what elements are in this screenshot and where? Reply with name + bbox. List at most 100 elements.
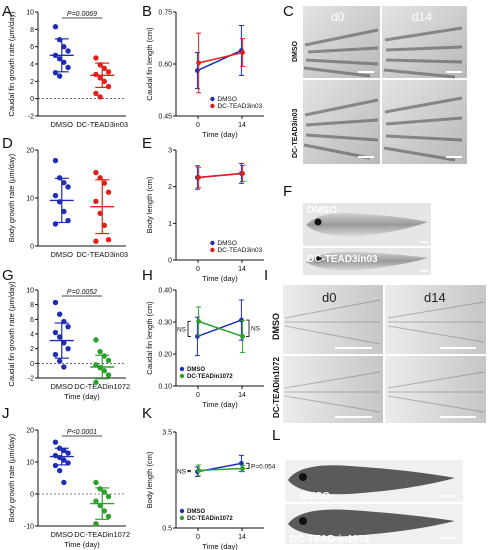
data-point-k	[239, 460, 244, 466]
panel-label-a: A	[2, 3, 12, 20]
y-tick-label-h: 0.20	[158, 352, 172, 359]
panel-label-j: J	[2, 405, 10, 422]
y-tick-label-a: 4	[30, 62, 34, 69]
data-point-a	[56, 56, 63, 62]
data-point-d	[101, 180, 108, 186]
panel-label-h: H	[142, 267, 153, 284]
y-axis-label-a: Caudal fin growth rate (μm/day)	[7, 11, 16, 117]
data-point-a	[105, 83, 112, 90]
y-tick-label-g: 0	[30, 361, 34, 368]
legend-label-k: DC-TEADin1072	[187, 516, 233, 522]
data-point-g	[56, 358, 63, 364]
x-axis-label-g: Time (day)	[64, 392, 100, 401]
data-point-a	[93, 90, 99, 97]
legend-marker-h	[179, 366, 185, 372]
legend-marker-h	[179, 373, 185, 379]
y-tick-label-j: -10	[24, 524, 34, 531]
fin-rays-c	[303, 26, 463, 162]
data-point-j	[101, 508, 108, 514]
y-axis-label-h: Caudal fin length (cm)	[145, 301, 154, 375]
y-tick-label-j: 20	[26, 428, 34, 435]
legend-label-e: DMSO	[217, 240, 237, 247]
y-tick-label-g: 2	[30, 346, 34, 353]
panel-label-i: I	[264, 267, 268, 284]
y-tick-label-k: 3.5	[162, 430, 172, 437]
fish-f-bottom	[306, 251, 428, 271]
y-tick-label-d: 0	[30, 244, 34, 251]
panel-letters: A B C D E F G H I J K L	[2, 3, 294, 444]
x-axis-label-j: Time (day)	[64, 540, 100, 549]
y-tick-label-a: 8	[30, 27, 34, 34]
panel-label-l: L	[272, 427, 280, 444]
data-point-j	[52, 462, 59, 469]
chart-j: -10 0 10 20 Body growth rate (μm/day) DMSO DC-…	[7, 428, 130, 550]
data-point-j	[65, 450, 71, 456]
data-point-b	[196, 60, 202, 66]
panel-label-k: K	[142, 405, 152, 422]
legend-marker-e	[210, 240, 215, 246]
data-point-j	[56, 467, 63, 474]
data-point-g	[52, 329, 59, 336]
legend-label-k: DMSO	[187, 509, 205, 515]
data-point-e	[240, 171, 246, 176]
photo-i-bottom-left	[283, 356, 383, 423]
data-point-g	[93, 337, 99, 343]
y-tick-label-a: 10	[26, 10, 34, 17]
data-point-a	[101, 78, 108, 85]
x-tick-label-b: 14	[238, 122, 246, 129]
data-point-g	[101, 353, 108, 359]
panel-label-c: C	[283, 3, 294, 20]
data-point-d	[97, 210, 103, 217]
x-axis-label-h: Time (day)	[202, 400, 238, 409]
legend-label-e: DC-TEAD3in03	[217, 247, 262, 254]
photo-l-label-tead: DC-TEAD-in1072	[290, 534, 370, 545]
annotation-bracket-h	[187, 320, 191, 337]
data-point-j	[93, 498, 99, 504]
data-point-a	[61, 43, 67, 50]
data-point-a	[93, 71, 99, 78]
category-label-j: DC-TEADin1072	[74, 530, 130, 539]
legend-marker-k	[179, 515, 185, 521]
scale-bars-c	[358, 71, 462, 158]
legend-marker-b	[210, 96, 215, 102]
y-tick-label-h: 0.10	[158, 384, 172, 391]
x-axis-label-k: Time (day)	[202, 542, 238, 550]
legend-label-b: DC-TEAD3in03	[217, 103, 262, 110]
x-axis-label-e: Time (day)	[202, 274, 238, 283]
x-tick-label-k: 0	[196, 534, 200, 541]
y-tick-label-a: 2	[30, 79, 34, 86]
data-point-d	[101, 222, 108, 229]
data-point-g	[52, 351, 59, 358]
data-point-j	[93, 479, 99, 486]
data-point-a	[101, 65, 108, 72]
p-value-g: P=0.0052	[67, 289, 97, 296]
data-point-a	[97, 94, 103, 100]
data-point-j	[52, 439, 59, 445]
photo-f-label-tead: DC-TEAD3in03	[307, 254, 378, 265]
annotation-bracket-h	[246, 319, 250, 337]
data-point-k	[240, 466, 246, 471]
photo-c-row-dmso: DMSO	[292, 40, 299, 62]
data-point-j	[61, 447, 67, 454]
data-point-d	[52, 157, 59, 164]
x-tick-label-e: 14	[238, 266, 246, 273]
y-tick-label-g: 6	[30, 317, 34, 324]
data-point-a	[97, 75, 103, 81]
series-line-h	[198, 320, 243, 338]
fish-f-top	[306, 213, 428, 237]
photo-i-top-right	[385, 285, 486, 354]
photo-i-bottom-right	[385, 356, 486, 423]
panel-label-d: D	[2, 135, 13, 152]
data-point-d	[65, 184, 71, 190]
y-tick-label-e: 2	[168, 184, 172, 191]
data-point-d	[93, 238, 99, 244]
data-point-a	[65, 64, 71, 71]
data-point-g	[61, 340, 67, 346]
y-tick-label-e: 3	[168, 148, 172, 155]
chart-a: -2 0 2 4 6 8 10 Caudal fin growth rate (μm/day)…	[7, 10, 128, 130]
data-point-h	[240, 334, 246, 339]
data-point-g	[65, 323, 71, 330]
